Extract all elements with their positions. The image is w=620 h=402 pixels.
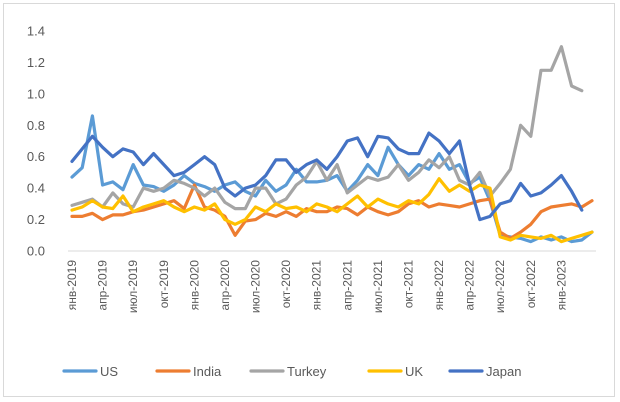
x-tick-label: апр-2021 [340, 260, 354, 311]
y-tick-label: 0.0 [27, 244, 45, 259]
x-tick-label: апр-2020 [218, 260, 232, 311]
x-tick-label: апр-2022 [463, 260, 477, 311]
legend-label-uk: UK [405, 364, 423, 379]
x-tick-label: янв-2021 [310, 260, 324, 311]
legend-label-japan: Japan [486, 364, 521, 379]
y-tick-label: 1.2 [27, 55, 45, 70]
x-tick-label: окт-2021 [401, 260, 415, 309]
x-tick-label: июл-2020 [249, 260, 263, 313]
y-axis-labels: 0.0 0.2 0.4 0.6 0.8 1.0 1.2 1.4 [27, 24, 45, 259]
y-tick-label: 0.6 [27, 149, 45, 164]
x-tick-label: июл-2021 [371, 260, 385, 313]
series-line-uk [70, 177, 594, 244]
x-tick-label: янв-2023 [554, 260, 568, 311]
legend-label-india: India [193, 364, 222, 379]
x-tick-label: окт-2020 [279, 260, 293, 309]
x-tick-label: окт-2022 [524, 260, 538, 309]
x-tick-label: янв-2020 [187, 260, 201, 311]
line-chart: 0.0 0.2 0.4 0.6 0.8 1.0 1.2 1.4 янв-2019 апр-201… [27, 24, 596, 379]
chart-frame: 0.0 0.2 0.4 0.6 0.8 1.0 1.2 1.4 янв-2019 апр-201… [3, 3, 615, 397]
series-line-us [70, 114, 594, 244]
legend-label-turkey: Turkey [287, 364, 327, 379]
x-tick-label: янв-2022 [432, 260, 446, 311]
x-tick-label: июл-2019 [126, 260, 140, 313]
legend-label-us: US [100, 364, 118, 379]
y-tick-label: 0.2 [27, 212, 45, 227]
series-line-japan [70, 131, 584, 222]
y-tick-label: 0.8 [27, 118, 45, 133]
y-tick-label: 0.4 [27, 181, 45, 196]
legend: US India Turkey UK Japan [62, 364, 521, 379]
x-tick-label: янв-2019 [65, 260, 79, 311]
y-tick-label: 1.4 [27, 24, 45, 39]
x-tick-label: окт-2019 [157, 260, 171, 309]
x-tick-label: июл-2022 [493, 260, 507, 313]
x-tick-label: апр-2019 [96, 260, 110, 311]
x-axis-labels: янв-2019 апр-2019 июл-2019 окт-2019 янв-2020… [65, 260, 568, 313]
series-line-turkey [70, 45, 584, 211]
y-tick-label: 1.0 [27, 86, 45, 101]
series-lines [70, 45, 594, 244]
